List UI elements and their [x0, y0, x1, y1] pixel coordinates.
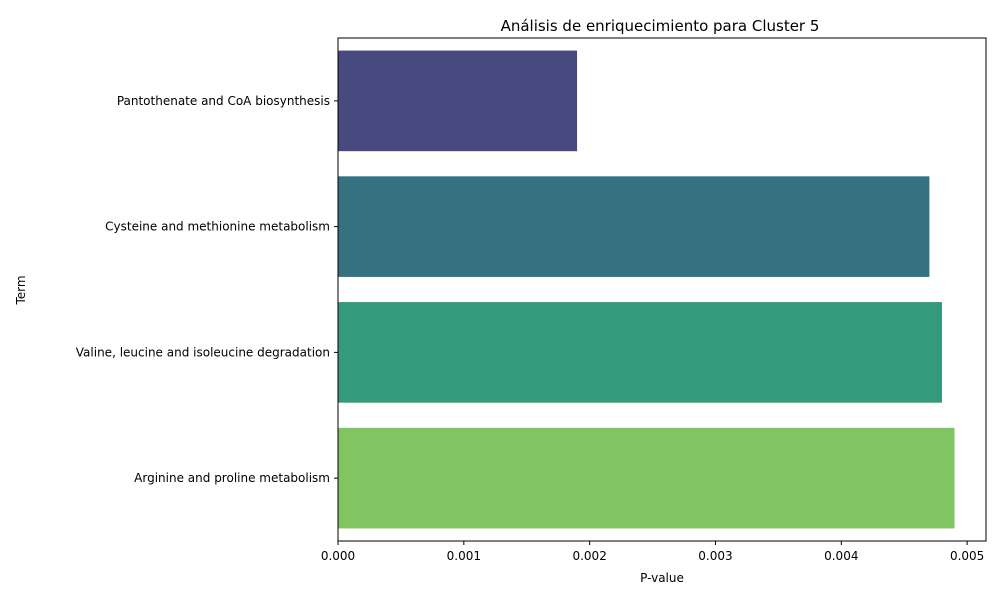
x-tick-label: 0.003 [698, 549, 732, 563]
bars-group [338, 50, 955, 529]
y-axis-label: Term [14, 275, 28, 305]
x-tick-label: 0.005 [950, 549, 984, 563]
y-tick-label: Pantothenate and CoA biosynthesis [117, 94, 330, 108]
bar-1 [338, 50, 578, 152]
y-tick-label: Arginine and proline metabolism [134, 471, 330, 485]
x-axis-label: P-value [640, 571, 684, 585]
chart-title: Análisis de enriquecimiento para Cluster… [501, 17, 820, 35]
x-tick-label: 0.001 [447, 549, 481, 563]
x-ticks: 0.000 0.001 0.002 0.003 0.004 0.005 [321, 541, 984, 563]
bar-4 [338, 427, 955, 529]
plot-frame [337, 37, 987, 542]
y-tick-label: Cysteine and methionine metabolism [105, 220, 330, 234]
x-tick-label: 0.000 [321, 549, 355, 563]
x-tick-label: 0.002 [572, 549, 606, 563]
y-ticks: Pantothenate and CoA biosynthesis Cystein… [76, 94, 338, 485]
y-tick-label: Valine, leucine and isoleucine degradati… [76, 345, 330, 359]
bar-3 [338, 302, 942, 403]
x-tick-label: 0.004 [824, 549, 858, 563]
bar-2 [338, 176, 930, 277]
